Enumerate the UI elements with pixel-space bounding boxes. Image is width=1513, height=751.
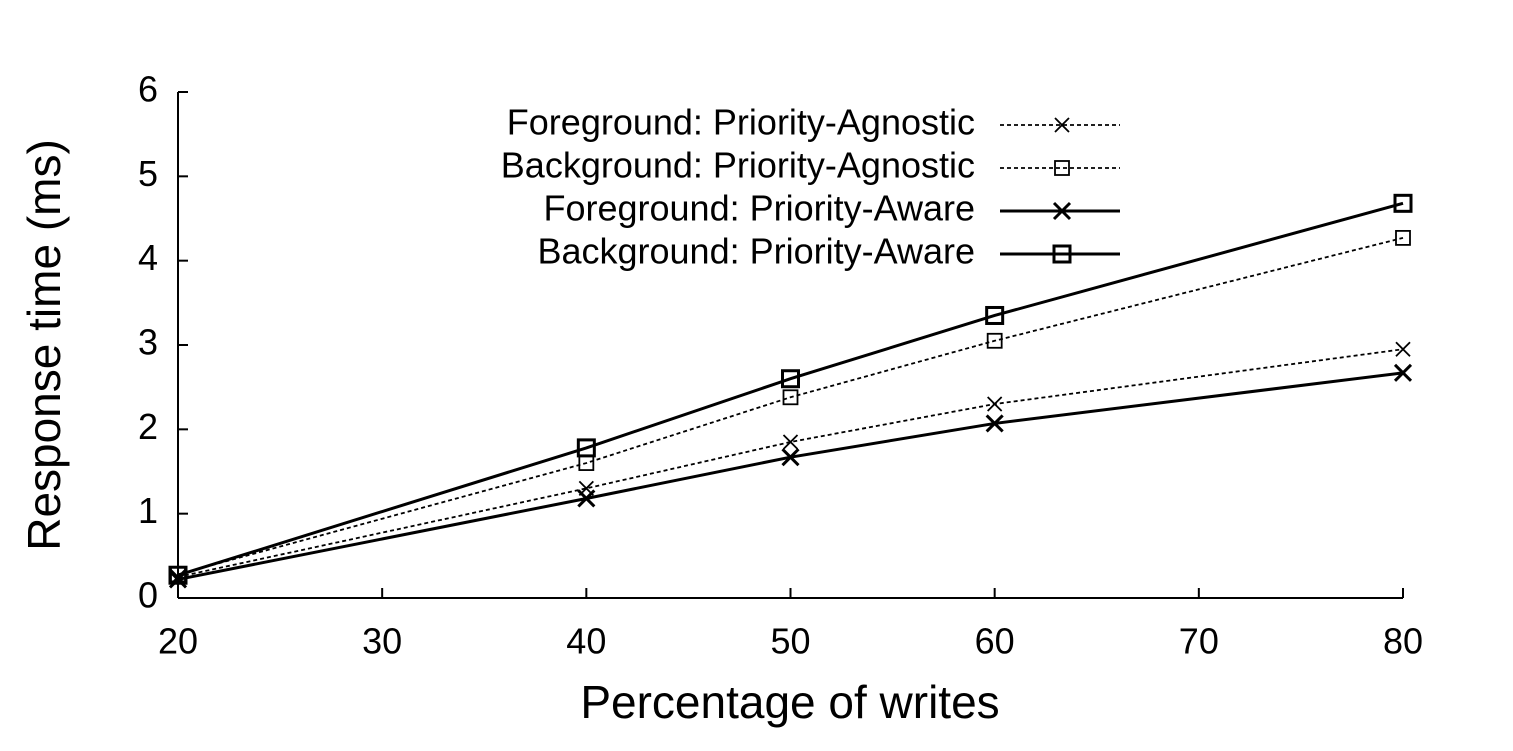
x-tick-label: 80 [1383, 621, 1423, 662]
y-tick-label: 6 [138, 69, 158, 110]
data-point [985, 414, 1004, 433]
data-point [577, 489, 596, 508]
data-point [781, 448, 800, 467]
x-axis-title: Percentage of writes [580, 676, 999, 728]
x-tick-label: 40 [566, 621, 606, 662]
x-tick-label: 60 [975, 621, 1015, 662]
data-point [985, 305, 1005, 325]
x-tick-label: 30 [362, 621, 402, 662]
data-point [168, 565, 188, 585]
y-tick-label: 5 [138, 153, 158, 194]
data-point [782, 434, 799, 450]
data-point [576, 438, 596, 458]
x-tick-label: 70 [1179, 621, 1219, 662]
legend-label: Foreground: Priority-Aware [543, 188, 975, 229]
data-point [1395, 229, 1411, 246]
y-tick-label: 0 [138, 575, 158, 616]
legend-label: Foreground: Priority-Agnostic [507, 102, 975, 143]
y-tick-label: 2 [138, 406, 158, 447]
data-point [782, 389, 799, 406]
legend-label: Background: Priority-Aware [537, 231, 975, 272]
x-tick-label: 50 [770, 621, 810, 662]
legend-marker [1052, 201, 1072, 221]
series-line [177, 237, 1404, 576]
legend-label: Background: Priority-Agnostic [501, 145, 975, 186]
x-tick-label: 20 [158, 621, 198, 662]
y-axis-title: Response time (ms) [18, 139, 70, 551]
data-point [987, 396, 1003, 412]
legend-marker [1054, 117, 1070, 133]
data-point [1395, 341, 1411, 357]
y-tick-label: 4 [138, 237, 158, 278]
data-point [1393, 363, 1413, 382]
y-tick-label: 1 [138, 490, 158, 531]
legend-marker [1052, 244, 1072, 264]
series-line [177, 201, 1404, 577]
legend-marker [1054, 160, 1070, 176]
data-point [781, 369, 800, 389]
data-point [986, 332, 1003, 349]
data-point [1393, 193, 1413, 213]
y-tick-label: 3 [138, 322, 158, 363]
